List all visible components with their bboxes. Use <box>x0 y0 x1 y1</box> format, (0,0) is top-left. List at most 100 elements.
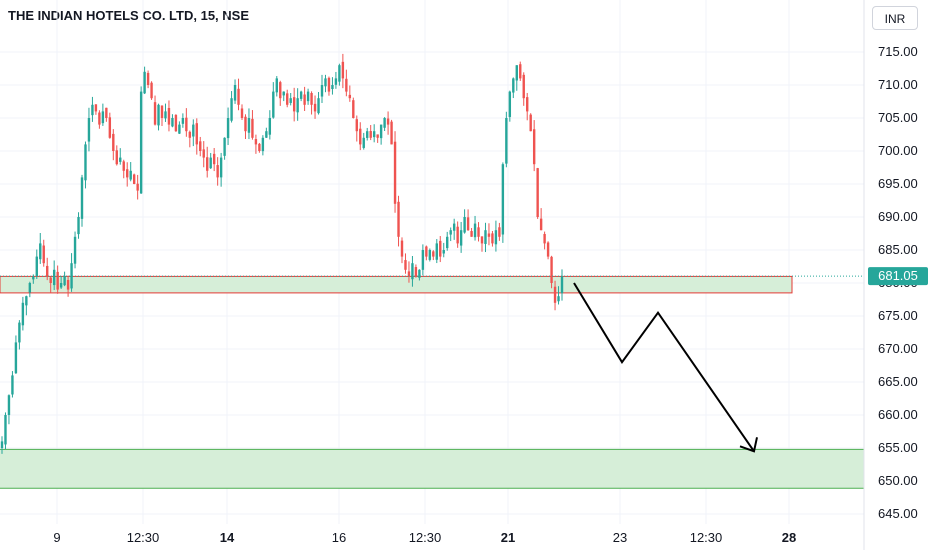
candle-body <box>98 112 101 125</box>
candle-body <box>212 153 216 165</box>
candle-body <box>35 256 38 277</box>
candle-body <box>519 64 522 79</box>
candle-body <box>254 139 258 145</box>
candle-body <box>338 65 341 82</box>
y-tick-label: 685.00 <box>878 242 918 257</box>
y-tick-label: 675.00 <box>878 308 918 323</box>
candle-body <box>529 114 532 132</box>
candle-body <box>435 243 438 260</box>
candle-body <box>439 240 442 257</box>
candle-body <box>397 201 400 237</box>
candle-body <box>334 78 338 85</box>
candle-body <box>414 267 418 277</box>
candle-body <box>432 251 435 257</box>
candle-body <box>442 250 445 254</box>
candle-body <box>150 82 153 99</box>
candle-body <box>355 119 358 132</box>
candle-body <box>181 118 185 124</box>
price-axis: 715.00 710.00 705.00 700.00 695.00 690.00 685.… <box>878 44 918 521</box>
candle-body <box>25 296 28 306</box>
candle-body <box>320 85 324 97</box>
candle-body <box>56 271 59 290</box>
candle-body <box>195 123 198 145</box>
candle-body <box>286 93 289 105</box>
y-tick-label: 670.00 <box>878 341 918 356</box>
candle-body <box>237 88 240 105</box>
chart-title: THE INDIAN HOTELS CO. LTD, 15, NSE <box>8 8 250 23</box>
candle-body <box>261 137 265 152</box>
candle-body <box>428 250 432 260</box>
y-tick-label: 655.00 <box>878 440 918 455</box>
candle-body <box>14 342 18 374</box>
candle-body <box>404 260 407 270</box>
candle-body <box>28 283 32 293</box>
candle-body <box>557 296 560 302</box>
candle-body <box>167 107 171 125</box>
candle-body <box>18 322 21 343</box>
candle-body <box>324 78 327 87</box>
candle-body <box>390 121 393 145</box>
x-tick-label: 16 <box>332 530 346 545</box>
x-tick-label: 12:30 <box>127 530 160 545</box>
candle-body <box>7 395 11 415</box>
candle-body <box>466 217 470 231</box>
time-axis: 9 12:30 14 16 12:30 21 23 12:30 28 <box>53 530 796 545</box>
candle-body <box>407 271 411 277</box>
candle-body <box>303 94 306 105</box>
candle-body <box>157 104 160 126</box>
candle-body <box>473 223 477 238</box>
candle-body <box>265 131 268 138</box>
candle-body <box>73 236 77 264</box>
candle-body <box>362 137 365 148</box>
candle-body <box>223 137 226 156</box>
candle-body <box>459 230 463 246</box>
candle-body <box>164 111 167 119</box>
candle-body <box>11 375 14 395</box>
x-tick-label: 28 <box>782 530 796 545</box>
candle-body <box>143 71 146 94</box>
candle-body <box>219 157 223 178</box>
candle-body <box>532 129 536 165</box>
candle-body <box>526 97 529 112</box>
candle-body <box>550 256 553 283</box>
candle-body <box>418 269 421 278</box>
candle-body <box>119 157 122 162</box>
candle-body <box>94 104 98 112</box>
currency-button[interactable]: INR <box>872 6 918 30</box>
candle-body <box>306 91 310 102</box>
projection <box>573 282 758 453</box>
x-tick-label: 21 <box>501 530 515 545</box>
candle-body <box>393 141 397 204</box>
last-price-label: 681.05 <box>878 268 918 283</box>
candle-body <box>251 118 254 138</box>
candle-body <box>91 104 94 116</box>
candle-body <box>560 276 564 294</box>
candle-body <box>425 246 428 257</box>
resistance-zone <box>0 276 792 293</box>
candle-body <box>80 177 84 219</box>
candle-body <box>84 144 87 181</box>
candle-body <box>87 118 91 142</box>
y-tick-label: 710.00 <box>878 77 918 92</box>
candle-body <box>178 124 181 134</box>
y-tick-label: 660.00 <box>878 407 918 422</box>
candle-body <box>279 82 282 99</box>
candle-body <box>230 98 233 121</box>
candle-body <box>126 169 129 178</box>
candle-body <box>446 236 449 249</box>
candle-body <box>101 111 105 124</box>
candle-body <box>226 118 230 139</box>
x-tick-label: 12:30 <box>409 530 442 545</box>
candle-body <box>282 91 285 96</box>
y-tick-label: 690.00 <box>878 209 918 224</box>
candle-body <box>292 97 296 112</box>
zones <box>0 275 864 489</box>
candle-body <box>77 217 80 235</box>
grid <box>0 0 864 524</box>
last-price-badge <box>868 267 928 286</box>
candle-body <box>553 286 557 303</box>
candle-body <box>70 263 73 289</box>
candle-body <box>376 134 379 138</box>
candle-body <box>369 131 372 138</box>
